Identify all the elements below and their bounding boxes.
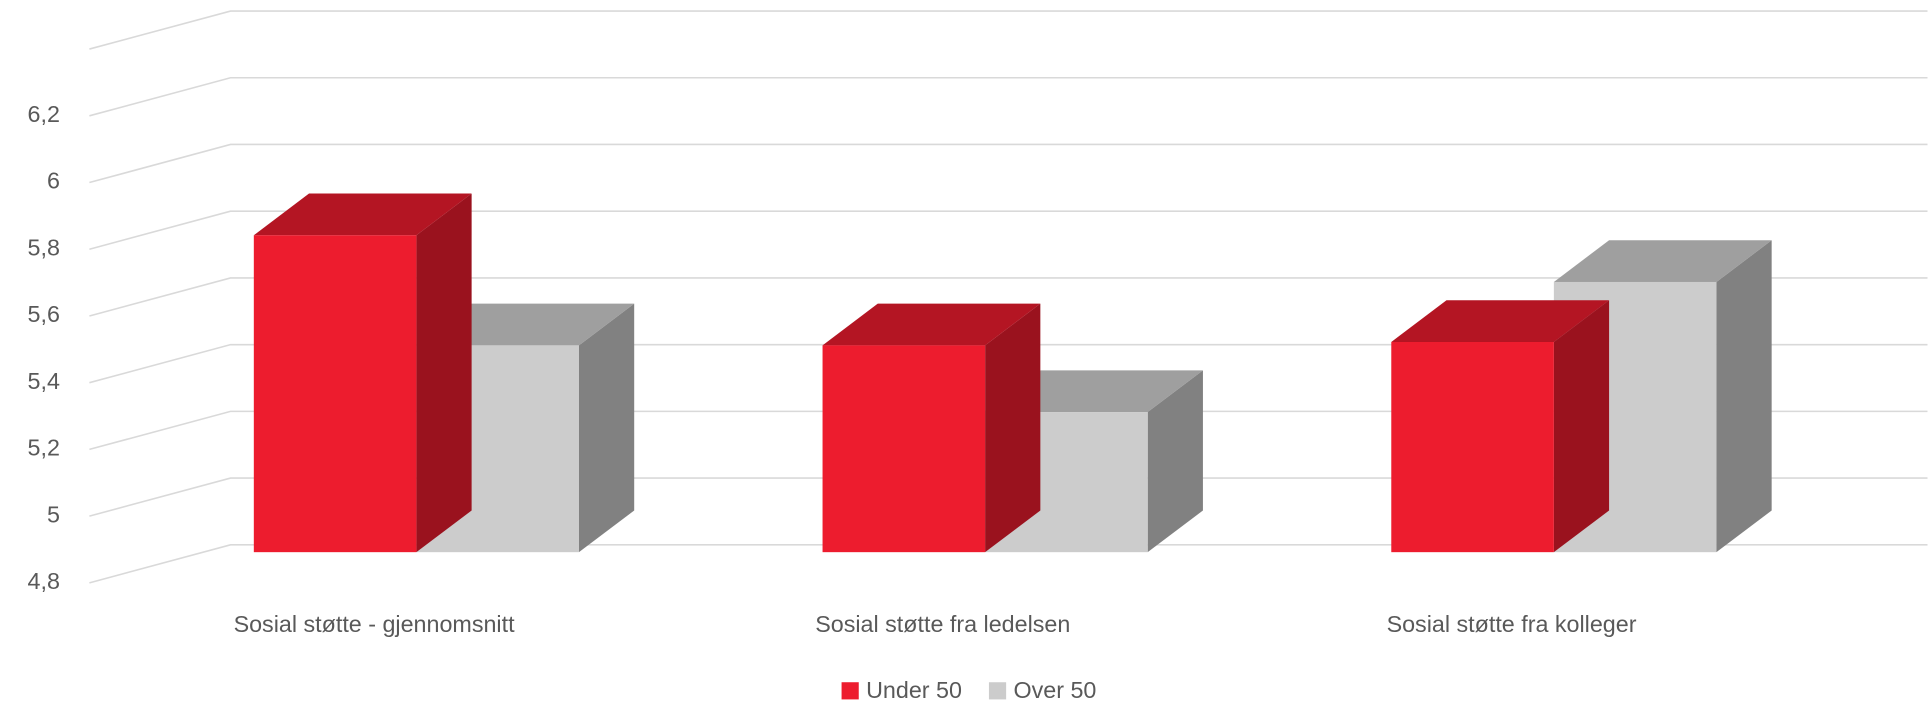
bar-side (1147, 370, 1203, 553)
legend-label: Under 50 (866, 677, 962, 703)
x-tick-label: Sosial støtte - gjennomsnitt (234, 611, 516, 637)
bar-side (1553, 300, 1610, 553)
bar (253, 235, 417, 553)
grid-line (89, 477, 1928, 517)
bar-side (416, 193, 472, 553)
legend-swatch (841, 682, 859, 700)
bar-top (822, 303, 1041, 346)
y-tick-label: 6 (47, 168, 60, 194)
y-tick-label: 5,6 (28, 301, 60, 327)
grid-line (89, 544, 1928, 584)
y-tick-label: 4,8 (28, 568, 60, 594)
y-tick-label: 5,4 (28, 368, 60, 394)
bar-side (985, 303, 1041, 553)
legend-swatch (988, 682, 1007, 700)
grid-line (89, 343, 1928, 384)
grid-line (89, 410, 1928, 451)
grid-line (89, 210, 1928, 251)
bar-top (253, 193, 472, 236)
bar-top (1553, 240, 1772, 282)
x-tick-label: Sosial støtte fra ledelsen (815, 611, 1070, 637)
grid-line (89, 76, 1928, 117)
y-tick-label: 5,2 (28, 435, 60, 461)
y-tick-label: 5 (47, 501, 60, 527)
legend-label: Over 50 (1013, 677, 1096, 703)
y-tick-label: 6,2 (28, 101, 60, 127)
bar (822, 345, 986, 553)
bar (1391, 341, 1554, 553)
bar-side (578, 303, 635, 553)
grid-line (89, 143, 1928, 184)
x-tick-label: Sosial støtte fra kolleger (1387, 611, 1637, 637)
axis-frame (89, 10, 1928, 50)
grid-line (89, 277, 1928, 317)
bar-side (1716, 240, 1772, 553)
bar-top (1391, 300, 1610, 342)
y-tick-label: 5,8 (28, 234, 60, 260)
